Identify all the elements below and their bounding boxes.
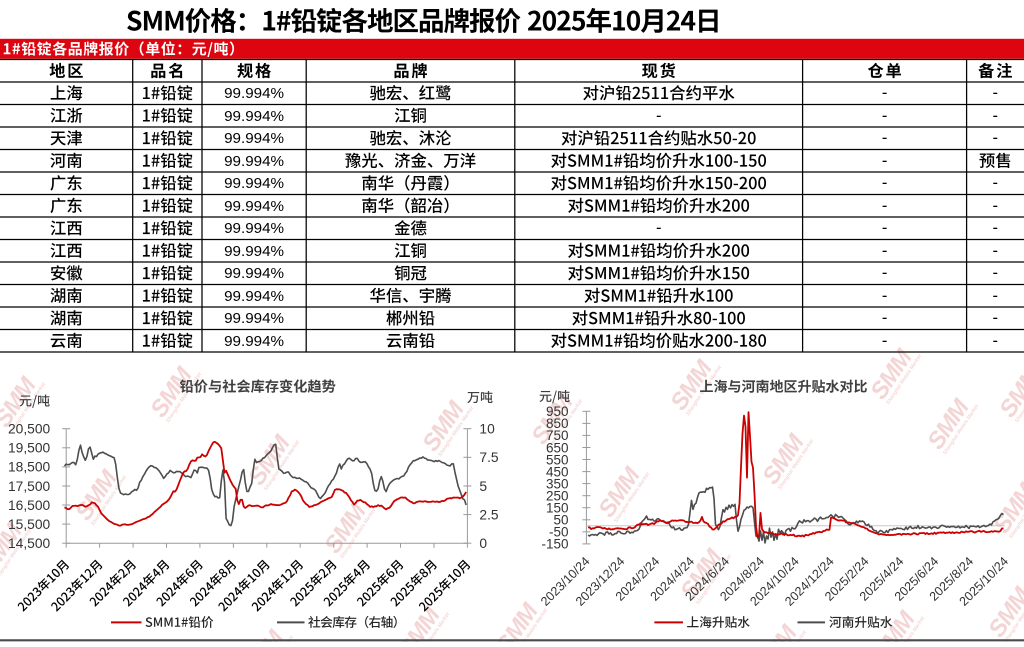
svg-text:-: - [993,174,999,192]
svg-text:20,500: 20,500 [8,422,51,437]
svg-text:-: - [882,84,888,102]
svg-text:850: 850 [546,416,569,431]
svg-text:-: - [993,219,999,237]
svg-text:-: - [993,84,999,102]
svg-text:99.994%: 99.994% [224,243,284,260]
svg-text:450: 450 [546,464,569,479]
svg-text:99.994%: 99.994% [224,333,284,350]
svg-text:-: - [882,107,888,125]
svg-text:650: 650 [546,440,569,455]
svg-text:-: - [993,332,999,350]
svg-text:99.994%: 99.994% [224,130,284,147]
svg-text:-: - [993,264,999,282]
svg-text:99.994%: 99.994% [224,220,284,237]
svg-text:-: - [882,242,888,260]
svg-text:-150: -150 [541,537,568,552]
svg-text:5: 5 [479,479,487,494]
svg-text:14,500: 14,500 [8,536,51,551]
svg-text:-: - [993,129,999,147]
svg-text:17,500: 17,500 [8,479,51,494]
svg-text:99.994%: 99.994% [224,198,284,215]
svg-text:16,500: 16,500 [8,498,51,513]
svg-text:950: 950 [546,404,569,419]
svg-text:350: 350 [546,476,569,491]
svg-text:2.5: 2.5 [479,507,499,522]
svg-text:99.994%: 99.994% [224,288,284,305]
svg-text:0: 0 [479,536,487,551]
svg-text:-: - [882,287,888,305]
svg-text:-: - [656,107,662,125]
svg-text:10: 10 [479,422,495,437]
svg-text:-: - [993,309,999,327]
svg-text:7.5: 7.5 [479,450,499,465]
svg-text:99.994%: 99.994% [224,175,284,192]
svg-text:18,500: 18,500 [8,460,51,475]
svg-text:99.994%: 99.994% [224,310,284,327]
svg-text:99.994%: 99.994% [224,85,284,102]
svg-text:99.994%: 99.994% [224,265,284,282]
svg-text:150: 150 [546,501,569,516]
svg-text:-: - [882,332,888,350]
svg-text:50: 50 [553,513,568,528]
svg-text:-: - [656,219,662,237]
svg-text:250: 250 [546,489,569,504]
svg-text:-: - [882,152,888,170]
svg-text:-: - [993,242,999,260]
svg-text:-: - [882,174,888,192]
svg-text:-: - [993,287,999,305]
svg-text:15,500: 15,500 [8,517,51,532]
svg-text:-: - [993,107,999,125]
svg-text:-: - [882,197,888,215]
svg-text:-: - [882,264,888,282]
svg-text:-: - [882,129,888,147]
svg-text:-: - [882,309,888,327]
svg-text:550: 550 [546,452,569,467]
svg-text:99.994%: 99.994% [224,108,284,125]
svg-text:99.994%: 99.994% [224,153,284,170]
svg-text:-50: -50 [549,525,569,540]
svg-text:750: 750 [546,428,569,443]
svg-text:-: - [882,219,888,237]
svg-text:-: - [993,197,999,215]
svg-text:19,500: 19,500 [8,441,51,456]
